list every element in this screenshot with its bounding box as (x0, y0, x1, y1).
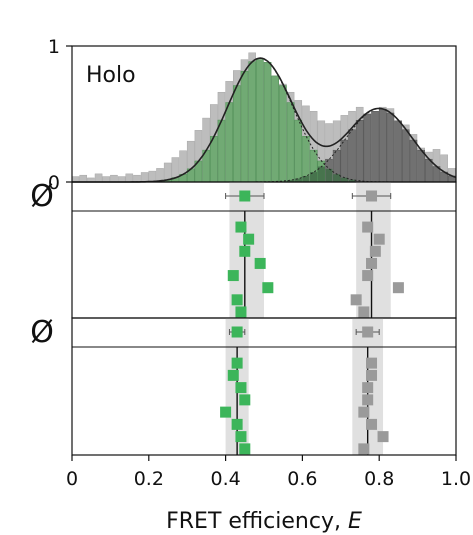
overlap-bar (340, 177, 348, 182)
green-data-point (220, 406, 232, 418)
y-tick-label: 0 (48, 172, 60, 194)
green-data-point (231, 294, 243, 306)
dotplot-panel: Ø (30, 315, 457, 456)
green-component-bar (279, 85, 287, 183)
histogram-bar (133, 174, 141, 183)
green-data-point (231, 357, 243, 369)
overlap-bar (302, 175, 310, 182)
green-reference-marker (231, 326, 243, 338)
histogram-bar (79, 174, 88, 183)
gray-data-point (369, 245, 381, 257)
histogram-bar (110, 174, 118, 183)
histogram-bar (125, 173, 134, 183)
green-component-bar (240, 70, 249, 183)
overlap-bar (348, 179, 356, 182)
histogram-bar (94, 173, 103, 183)
histogram-bar (71, 176, 80, 183)
green-component-bar (248, 61, 256, 183)
green-data-point (235, 431, 247, 443)
green-data-point (239, 245, 251, 257)
green-component-bar (294, 119, 303, 183)
dotplot-panel: Ø (30, 179, 457, 319)
overlap-bar (294, 178, 302, 182)
x-tick-label: 0 (66, 468, 78, 490)
x-axis-title: FRET efficiency, E (166, 509, 362, 534)
gray-data-point (362, 270, 374, 282)
gray-data-point (350, 294, 362, 306)
x-axis-title-text: FRET efficiency, (166, 509, 348, 534)
green-component-bar (233, 85, 241, 183)
green-reference-marker (239, 190, 251, 202)
gray-data-point (366, 357, 378, 369)
gray-component-bar (348, 129, 356, 183)
gray-component-bar (409, 139, 418, 183)
overlap-bar (317, 166, 325, 182)
empty-set-symbol: Ø (30, 179, 54, 214)
green-data-point (227, 270, 239, 282)
gray-reference-marker (362, 326, 374, 338)
green-component-bar (263, 62, 272, 183)
x-tick-label: 0.2 (134, 468, 164, 490)
green-data-point (235, 382, 247, 394)
overlap-bar (333, 174, 341, 182)
green-component-bar (256, 59, 264, 183)
x-tick-label: 0.6 (287, 468, 317, 490)
gray-component-bar (378, 108, 387, 183)
green-data-point (243, 233, 255, 245)
gray-component-bar (401, 129, 410, 183)
histogram-bar (140, 172, 149, 183)
y-tick-label: 1 (48, 36, 60, 58)
gray-component-bar (386, 112, 395, 183)
x-axis: 0 0.2 0.4 0.6 0.8 1.0 (66, 455, 471, 490)
overlap-bar (310, 172, 318, 182)
green-component-bar (225, 102, 233, 183)
gray-data-point (358, 443, 370, 455)
gray-data-point (392, 282, 404, 294)
x-tick-label: 0.4 (210, 468, 240, 490)
gray-data-point (358, 306, 370, 318)
green-data-point (239, 443, 251, 455)
gray-data-point (358, 406, 370, 418)
gray-component-bar (394, 120, 402, 183)
green-data-point (227, 369, 239, 381)
green-data-point (262, 282, 274, 294)
green-data-point (254, 257, 266, 269)
gray-component-bar (363, 113, 372, 183)
x-tick-label: 0.8 (364, 468, 394, 490)
x-axis-title-variable: E (348, 509, 362, 534)
overlap-bar (287, 180, 295, 182)
gray-data-point (366, 369, 378, 381)
green-data-point (231, 418, 243, 430)
gray-data-point (373, 233, 385, 245)
gray-component-bar (425, 158, 433, 183)
gray-data-point (362, 394, 374, 406)
green-data-point (235, 221, 247, 233)
green-component-bar (217, 119, 226, 183)
histogram-bar (148, 170, 157, 183)
panel-label: Holo (86, 63, 136, 88)
gray-data-point (366, 418, 378, 430)
x-tick-label: 1.0 (441, 468, 471, 490)
gray-component-bar (417, 149, 425, 183)
overlap-bar (325, 168, 333, 182)
green-data-point (235, 306, 247, 318)
histogram-bar (117, 176, 126, 183)
histogram-panel: 01 (48, 36, 457, 194)
empty-set-symbol: Ø (30, 315, 54, 350)
gray-component-bar (355, 119, 364, 183)
gray-component-bar (371, 111, 379, 183)
gray-data-point (377, 431, 389, 443)
gray-data-point (362, 382, 374, 394)
gray-component-bar (340, 139, 349, 183)
green-data-point (239, 394, 251, 406)
gray-data-point (362, 221, 374, 233)
histogram-bar (102, 176, 111, 183)
green-component-bar (271, 75, 280, 183)
dotplot-frame (71, 317, 457, 456)
gray-reference-marker (366, 190, 378, 202)
gray-data-point (366, 257, 378, 269)
dotplot-panels: ØØ (30, 179, 457, 456)
green-component-bar (286, 102, 295, 183)
